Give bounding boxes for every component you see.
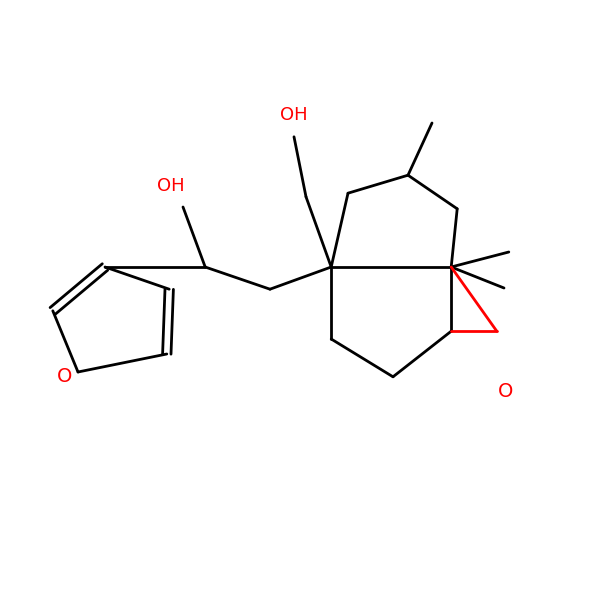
Text: OH: OH (280, 106, 308, 124)
Text: OH: OH (157, 177, 185, 195)
Text: O: O (497, 382, 513, 401)
Text: O: O (57, 367, 73, 386)
